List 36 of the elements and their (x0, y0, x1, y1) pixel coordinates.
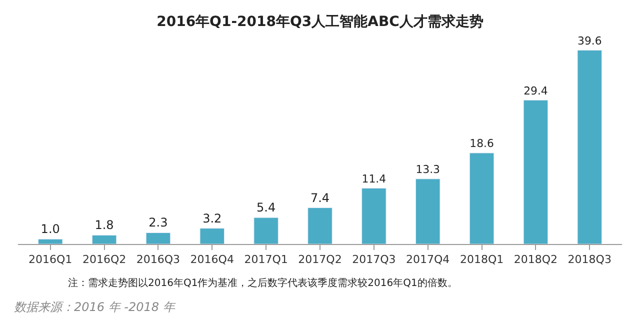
data-label: 11.4 (362, 172, 386, 186)
x-tick-label: 2018Q3 (568, 253, 612, 266)
data-label: 2.3 (148, 216, 168, 230)
x-tick-label: 2016Q1 (28, 253, 72, 266)
bar (254, 217, 278, 244)
data-label: 29.4 (524, 84, 548, 98)
text: 注：需求走势图以2016年Q1作为基准，之后数字代表该季度需求较2016年Q1的倍数。 (68, 277, 458, 289)
bar (577, 50, 602, 244)
bar (469, 152, 494, 244)
x-tick-label: 2018Q1 (460, 253, 504, 266)
data-label: 7.4 (310, 190, 330, 205)
x-tick-label: 2017Q3 (352, 253, 396, 266)
bar (200, 228, 225, 244)
bar (523, 100, 548, 244)
x-tick-label: 2017Q4 (406, 253, 450, 266)
bar (146, 232, 171, 244)
data-label: 1.8 (94, 218, 114, 232)
data-label: 3.2 (202, 211, 222, 226)
bar (92, 234, 117, 244)
x-tick-label: 2016Q4 (190, 253, 234, 266)
bar (415, 178, 440, 244)
x-tick-label: 2017Q1 (244, 253, 288, 266)
x-tick-label: 2016Q3 (136, 253, 180, 266)
chart-title: 2016年Q1-2018年Q3人工智能ABC人才需求走势 (156, 14, 484, 30)
x-tick-label: 2018Q2 (514, 253, 558, 266)
bar (362, 188, 386, 244)
data-label: 18.6 (470, 137, 494, 150)
bar (308, 208, 332, 244)
bar (38, 238, 63, 244)
data-label: 5.4 (256, 200, 276, 215)
x-tick-label: 2017Q2 (298, 253, 342, 266)
data-label: 39.6 (578, 34, 602, 48)
x-tick-label: 2016Q2 (82, 253, 126, 266)
source-note: 数据来源：2016 年 -2018 年 (14, 300, 176, 314)
data-label: 1.0 (40, 222, 60, 236)
data-label: 13.3 (416, 163, 440, 176)
